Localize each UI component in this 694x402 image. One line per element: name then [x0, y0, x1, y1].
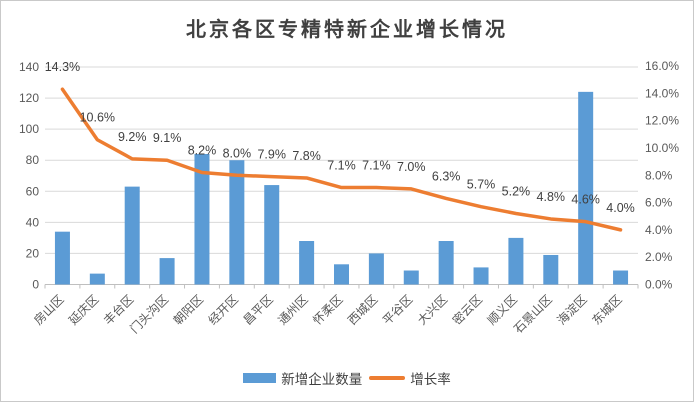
x-axis-label: 东城区 [589, 292, 624, 327]
bar-延庆区 [89, 273, 105, 285]
data-label: 5.2% [502, 184, 531, 198]
bar-密云区 [473, 267, 489, 285]
x-axis-label: 通州区 [275, 292, 310, 327]
data-label: 7.1% [362, 159, 391, 173]
growth-rate-line [60, 87, 623, 232]
bar-经开区 [229, 160, 245, 285]
left-axis-label: 140 [19, 60, 39, 74]
x-axis-label: 密云区 [449, 292, 485, 328]
x-axis-label: 朝阳区 [171, 292, 206, 327]
bar-房山区 [54, 231, 70, 285]
right-axis-label: 12.0% [645, 114, 679, 128]
legend-bar-swatch-icon [243, 373, 277, 383]
x-axis-label: 延庆区 [66, 292, 101, 327]
left-axis-label: 100 [19, 122, 39, 136]
data-label: 7.0% [397, 160, 426, 174]
right-axis-label: 14.0% [645, 86, 679, 100]
x-axis-label: 门头沟区 [127, 292, 172, 337]
legend-bar-label: 新增企业数量 [281, 372, 363, 387]
data-label: 9.2% [118, 130, 147, 144]
data-label: 6.3% [432, 169, 461, 183]
data-label: 5.7% [467, 178, 496, 192]
bar-朝阳区 [194, 154, 210, 285]
right-axis-label: 8.0% [645, 168, 673, 182]
x-axis-label: 平谷区 [380, 292, 415, 327]
bar-怀柔区 [334, 264, 349, 285]
chart-title: 北京各区专精特新企业增长情况 [186, 19, 508, 41]
data-label: 9.1% [153, 131, 182, 145]
bar-昌平区 [264, 185, 280, 285]
legend-line-label: 增长率 [410, 372, 451, 387]
x-axis-label: 房山区 [30, 292, 66, 328]
bar-西城区 [368, 253, 384, 285]
left-axis-label: 60 [26, 184, 40, 198]
x-axis-label: 大兴区 [415, 292, 450, 327]
data-label: 8.2% [188, 144, 217, 158]
bar-石景山区 [543, 254, 559, 285]
data-label: 7.9% [257, 148, 286, 162]
right-axis-label: 6.0% [645, 196, 673, 210]
x-axis-label: 石景山区 [511, 292, 555, 336]
data-label: 4.8% [537, 190, 566, 204]
bar-门头沟区 [159, 258, 175, 285]
x-axis-label: 西城区 [345, 292, 380, 327]
x-axis-label: 怀柔区 [310, 292, 345, 327]
x-axis-label: 昌平区 [240, 292, 275, 327]
legend: 新增企业数量 增长率 [1, 368, 693, 388]
bar-海淀区 [578, 91, 594, 285]
legend-line-swatch-icon [369, 376, 406, 380]
right-axis-label: 10.0% [645, 141, 679, 155]
data-label: 7.1% [327, 159, 356, 173]
data-label: 8.0% [223, 146, 252, 160]
bar-丰台区 [124, 186, 140, 285]
right-axis-label: 0.0% [645, 278, 673, 292]
right-axis-label: 4.0% [645, 223, 673, 237]
left-axis-label: 0 [32, 278, 39, 292]
bar-平谷区 [403, 270, 419, 285]
data-label: 14.3% [45, 60, 80, 74]
right-axis-label: 16.0% [645, 59, 679, 73]
bar-大兴区 [438, 241, 454, 285]
right-axis-label: 2.0% [645, 250, 673, 264]
left-axis-label: 120 [19, 91, 39, 105]
bar-顺义区 [508, 237, 524, 285]
bar-东城区 [613, 270, 629, 285]
data-label: 10.6% [80, 111, 115, 125]
data-label: 4.0% [606, 201, 635, 215]
x-axis-label: 经开区 [206, 292, 241, 327]
bar-通州区 [299, 241, 315, 285]
data-label: 4.6% [571, 193, 600, 207]
left-axis-label: 40 [26, 215, 40, 229]
x-axis-label: 海淀区 [554, 292, 590, 328]
data-label: 7.8% [292, 149, 321, 163]
left-axis-label: 20 [26, 246, 40, 260]
left-axis-label: 80 [26, 153, 40, 167]
